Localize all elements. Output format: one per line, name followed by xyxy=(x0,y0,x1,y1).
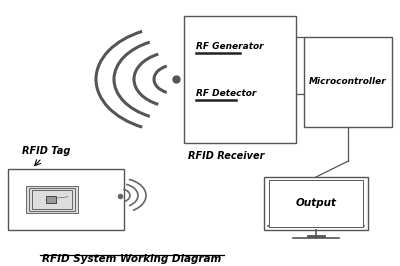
Text: RFID Receiver: RFID Receiver xyxy=(188,151,264,161)
Bar xyxy=(46,196,56,203)
Bar xyxy=(29,188,75,211)
Bar xyxy=(32,190,72,209)
Bar xyxy=(26,186,78,213)
Text: RF Detector: RF Detector xyxy=(196,89,256,98)
Text: RFID Tag: RFID Tag xyxy=(22,146,70,156)
Bar xyxy=(269,180,363,227)
Bar xyxy=(264,177,368,230)
Text: RFID System Working Diagram: RFID System Working Diagram xyxy=(42,253,222,264)
Bar xyxy=(8,169,124,230)
Text: RF Generator: RF Generator xyxy=(196,42,264,51)
Bar xyxy=(304,37,392,127)
Bar xyxy=(184,16,296,143)
Text: Microcontroller: Microcontroller xyxy=(309,77,387,86)
Text: Output: Output xyxy=(296,198,336,209)
